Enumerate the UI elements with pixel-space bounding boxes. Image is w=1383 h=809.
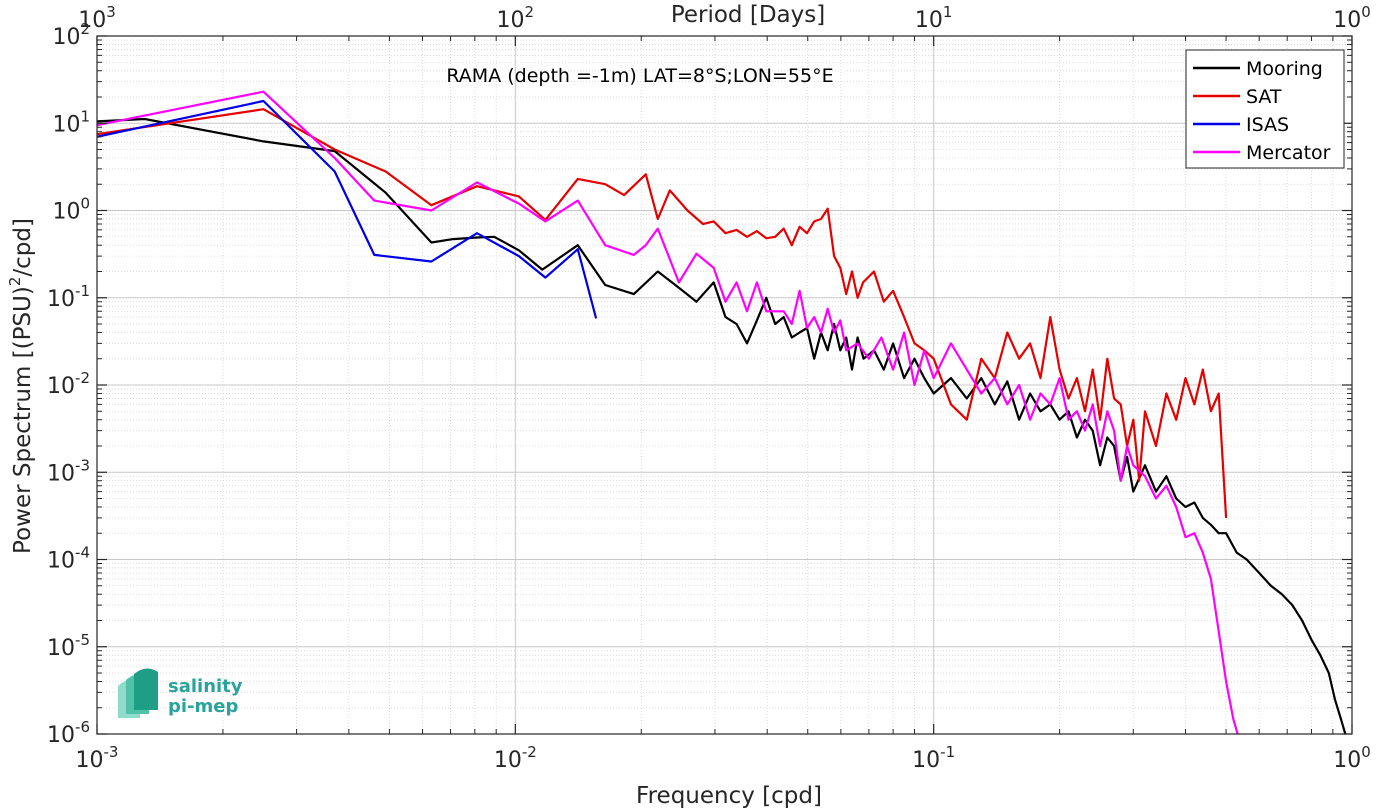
- y-tick-label: 10-4: [47, 544, 90, 574]
- x-tick-label: 10-2: [494, 743, 537, 773]
- y-tick-label: 10-6: [47, 718, 90, 748]
- ticks-layer: [96, 35, 1353, 735]
- y-tick-label: 10-2: [47, 369, 90, 399]
- y-tick-label: 10-5: [47, 631, 90, 661]
- salinity-pi-mep-logo: salinity pi-mep: [118, 668, 243, 718]
- tick-labels: 10-3 103 10-2 102 10-1 101 100 100 10-6 10-5 10-4 1…: [47, 3, 1371, 773]
- chart-title: RAMA (depth =-1m) LAT=8°S;LON=55°E: [446, 65, 833, 87]
- logo-waves-icon: [118, 668, 158, 718]
- series-line-sat: [97, 108, 1228, 518]
- legend-label-mooring: Mooring: [1246, 58, 1323, 80]
- x2-tick-label: 100: [1333, 3, 1371, 33]
- x2-tick-label: 101: [915, 3, 953, 33]
- x-tick-label: 10-1: [912, 743, 955, 773]
- y-tick-label: 100: [52, 195, 90, 225]
- series-line-mooring: [97, 117, 1347, 734]
- x2-axis-label: Period [Days]: [671, 2, 825, 28]
- legend: Mooring SAT ISAS Mercator: [1185, 49, 1345, 169]
- series-line-isas: [97, 99, 598, 319]
- legend-box: [1185, 49, 1345, 169]
- series-layer: [97, 90, 1347, 734]
- legend-label-isas: ISAS: [1246, 114, 1289, 136]
- y-tick-label: 10-3: [47, 456, 90, 486]
- legend-label-sat: SAT: [1246, 86, 1282, 108]
- y-tick-label: 101: [52, 107, 90, 137]
- logo-line-2: pi-mep: [168, 696, 238, 717]
- y-tick-label: 102: [52, 20, 90, 50]
- logo-line-1: salinity: [168, 676, 243, 697]
- series-line-mercator: [97, 90, 1239, 734]
- x-tick-label: 10-3: [76, 743, 119, 773]
- y-tick-label: 10-1: [47, 282, 90, 312]
- legend-label-mercator: Mercator: [1246, 142, 1331, 164]
- x2-tick-label: 103: [78, 3, 116, 33]
- x-tick-label: 100: [1333, 743, 1371, 773]
- x-axis-label: Frequency [cpd]: [636, 783, 822, 809]
- y-axis-label: Power Spectrum [(PSU)2/cpd]: [6, 218, 36, 554]
- x2-tick-label: 102: [497, 3, 535, 33]
